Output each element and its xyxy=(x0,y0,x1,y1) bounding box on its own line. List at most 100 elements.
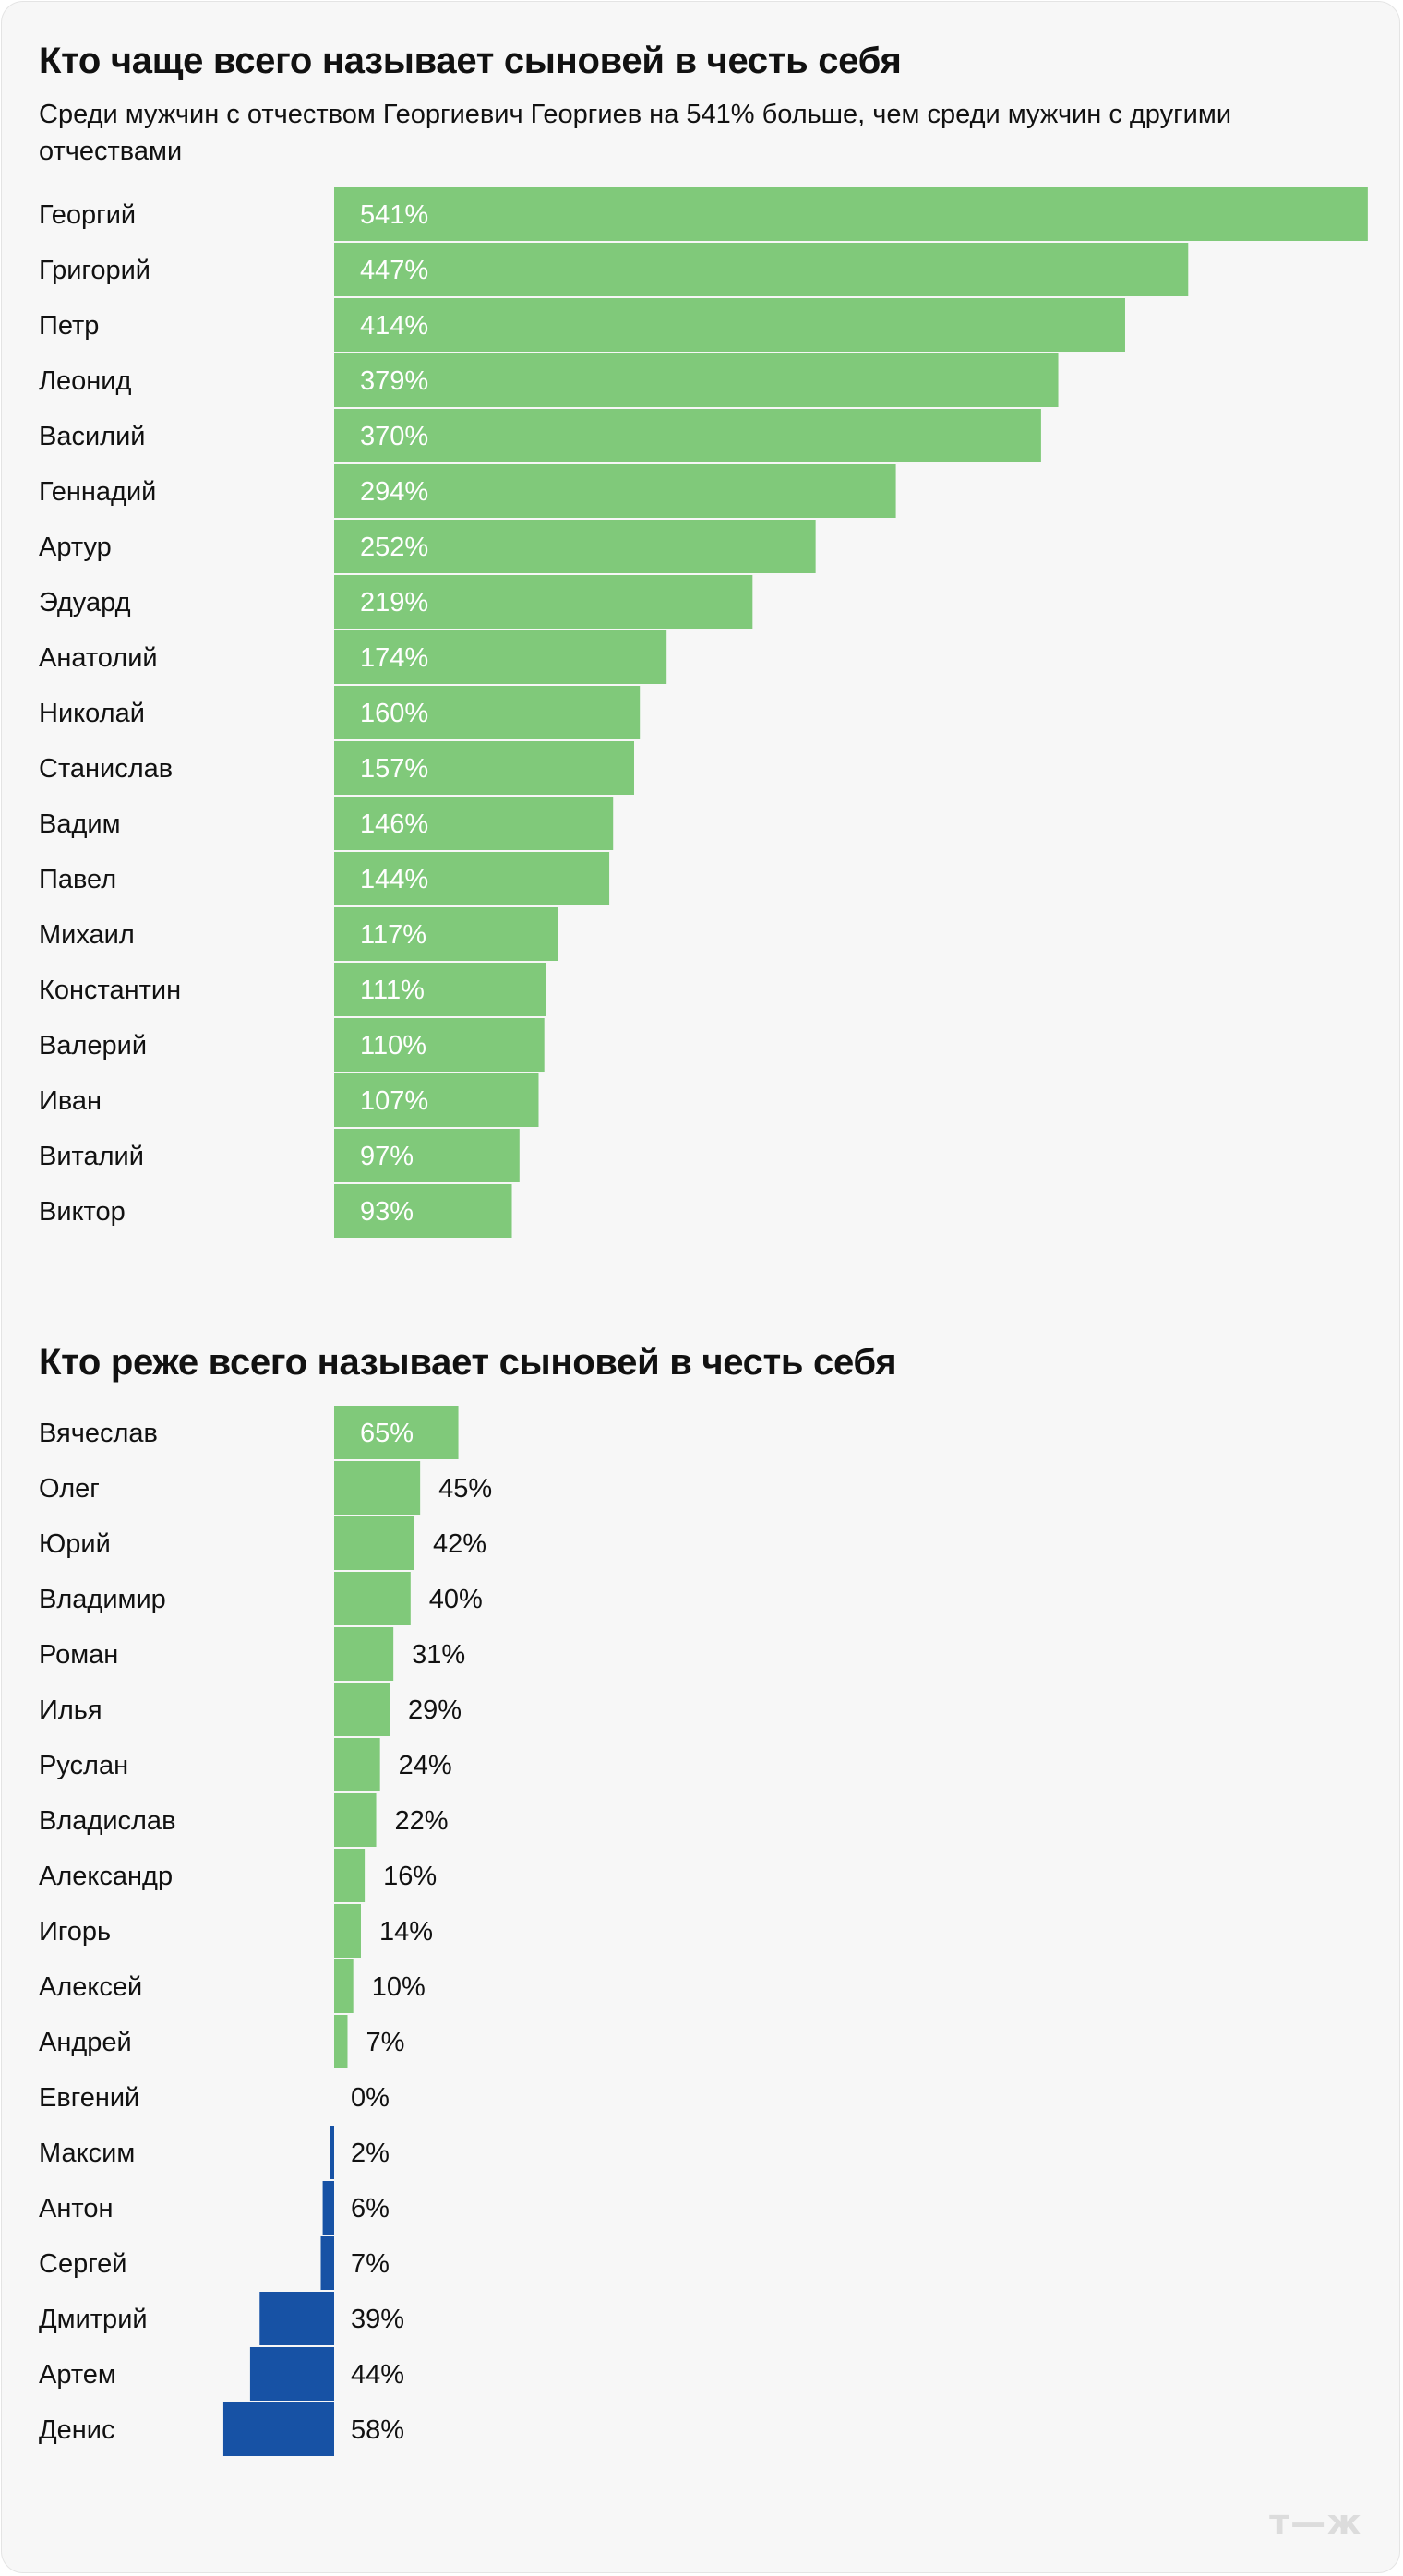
bottom-value-label: 31% xyxy=(412,1640,465,1670)
chart-subtitle-top: Среди мужчин с отчеством Георгиевич Геор… xyxy=(39,100,1232,166)
top-value-label: 157% xyxy=(360,754,428,784)
bottom-bar xyxy=(334,1793,377,1847)
top-value-label: 379% xyxy=(360,366,428,396)
top-bar xyxy=(334,187,1368,241)
bottom-value-label: 39% xyxy=(351,2305,404,2334)
bottom-bar xyxy=(334,1572,411,1625)
bottom-value-label: 14% xyxy=(379,1917,433,1947)
top-category-label: Иван xyxy=(39,1086,102,1116)
top-category-label: Григорий xyxy=(39,256,150,285)
bottom-category-label: Антон xyxy=(39,2194,113,2223)
bottom-category-label: Илья xyxy=(39,1695,102,1725)
top-value-label: 117% xyxy=(360,920,426,950)
top-value-label: 111% xyxy=(360,976,425,1005)
top-value-label: 174% xyxy=(360,643,428,673)
bottom-bar xyxy=(334,1959,354,2013)
bottom-category-label: Александр xyxy=(39,1862,173,1891)
top-bar xyxy=(334,298,1125,352)
top-bar xyxy=(334,464,896,518)
top-bar xyxy=(334,1184,512,1238)
bottom-category-label: Максим xyxy=(39,2139,135,2168)
top-value-label: 110% xyxy=(360,1031,426,1060)
top-value-label: 97% xyxy=(360,1142,414,1171)
top-bar xyxy=(334,409,1041,462)
bottom-value-label: 24% xyxy=(399,1751,452,1780)
bottom-bar xyxy=(320,2236,334,2290)
top-value-label: 93% xyxy=(360,1197,414,1227)
top-category-label: Станислав xyxy=(39,754,173,784)
bottom-bar-chart: Вячеслав 65% Олег 45% Юрий 42% Владимир 40% Рома… xyxy=(39,1406,492,2456)
bottom-category-label: Андрей xyxy=(39,2028,132,2057)
top-category-label: Артур xyxy=(39,533,112,562)
top-category-label: Эдуард xyxy=(39,588,131,617)
top-category-label: Павел xyxy=(39,865,116,894)
top-category-label: Валерий xyxy=(39,1031,147,1060)
top-value-label: 146% xyxy=(360,809,428,839)
top-bar xyxy=(334,520,816,573)
bottom-bar xyxy=(334,1738,380,1791)
bottom-category-label: Владислав xyxy=(39,1806,175,1836)
bottom-value-label: 6% xyxy=(351,2194,390,2223)
top-bar xyxy=(334,907,558,961)
top-value-label: 252% xyxy=(360,533,428,562)
bottom-bar xyxy=(334,2015,348,2068)
bottom-category-label: Сергей xyxy=(39,2249,126,2279)
top-category-label: Петр xyxy=(39,311,99,341)
bottom-bar xyxy=(334,1904,361,1958)
bottom-value-label: 40% xyxy=(429,1585,483,1614)
top-bar xyxy=(334,686,641,739)
top-category-label: Леонид xyxy=(39,366,132,396)
bottom-bar xyxy=(334,1461,421,1515)
top-category-label: Георгий xyxy=(39,200,136,230)
chart-title-top: Кто чаще всего называет сыновей в честь … xyxy=(39,41,902,81)
top-value-label: 370% xyxy=(360,422,428,451)
top-value-label: 541% xyxy=(360,200,428,230)
bottom-category-label: Вячеслав xyxy=(39,1419,158,1448)
top-value-label: 414% xyxy=(360,311,428,341)
top-value-label: 160% xyxy=(360,699,428,728)
bottom-category-label: Роман xyxy=(39,1640,118,1670)
bottom-bar xyxy=(334,1516,414,1570)
bottom-bar xyxy=(334,1849,366,1902)
top-bar xyxy=(334,963,546,1016)
top-bar xyxy=(334,1018,545,1072)
bottom-category-label: Игорь xyxy=(39,1917,111,1947)
top-category-label: Виктор xyxy=(39,1197,126,1227)
bottom-bar xyxy=(322,2181,334,2235)
bottom-value-label: 7% xyxy=(351,2249,390,2279)
bottom-value-label: 10% xyxy=(372,1972,426,2002)
bottom-value-label: 45% xyxy=(438,1474,492,1504)
bottom-bar xyxy=(330,2126,334,2179)
top-value-label: 219% xyxy=(360,588,428,617)
bottom-value-label: 16% xyxy=(383,1862,437,1891)
top-category-label: Константин xyxy=(39,976,181,1005)
bottom-value-label: 65% xyxy=(360,1419,414,1448)
top-bar xyxy=(334,575,753,629)
bottom-bar xyxy=(249,2347,334,2401)
top-bar-chart: Георгий 541% Григорий 447% Петр 414% Леонид 379… xyxy=(39,187,1368,1238)
bottom-bar xyxy=(334,1406,459,1459)
top-bar xyxy=(334,852,610,905)
bottom-category-label: Денис xyxy=(39,2415,114,2445)
bottom-value-label: 22% xyxy=(395,1806,449,1836)
chart-title-bottom: Кто реже всего называет сыновей в честь … xyxy=(39,1342,897,1383)
top-bar xyxy=(334,353,1059,407)
bottom-bar xyxy=(222,2402,334,2456)
bottom-bar xyxy=(334,1683,390,1736)
bottom-category-label: Владимир xyxy=(39,1585,166,1614)
bottom-value-label: 29% xyxy=(408,1695,462,1725)
top-bar xyxy=(334,243,1189,296)
top-value-label: 447% xyxy=(360,256,428,285)
bottom-value-label: 0% xyxy=(351,2083,390,2113)
top-bar xyxy=(334,630,667,684)
top-category-label: Василий xyxy=(39,422,146,451)
tj-logo: т—ж xyxy=(1269,2502,1362,2543)
bottom-bar xyxy=(259,2292,334,2345)
bottom-category-label: Алексей xyxy=(39,1972,142,2002)
bottom-category-label: Руслан xyxy=(39,1751,128,1780)
bottom-value-label: 7% xyxy=(366,2028,404,2057)
bottom-value-label: 58% xyxy=(351,2415,404,2445)
top-bar xyxy=(334,1073,539,1127)
bottom-value-label: 44% xyxy=(351,2360,404,2390)
top-bar xyxy=(334,1129,520,1182)
